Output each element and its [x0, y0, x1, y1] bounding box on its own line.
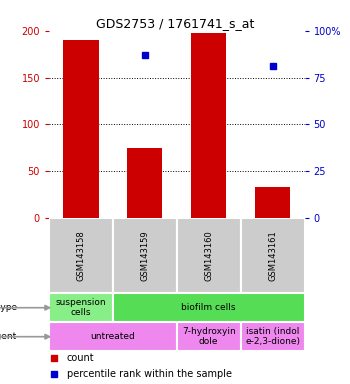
Bar	[49, 218, 113, 293]
Bar	[113, 218, 177, 293]
Bar	[127, 148, 162, 218]
Text: GSM143161: GSM143161	[268, 230, 277, 281]
Text: GDS2753 / 1761741_s_at: GDS2753 / 1761741_s_at	[96, 17, 254, 30]
Bar	[241, 322, 304, 351]
Bar	[49, 322, 177, 351]
Bar	[191, 33, 226, 218]
Text: GSM143159: GSM143159	[140, 230, 149, 281]
Bar	[177, 322, 241, 351]
Bar	[63, 40, 98, 218]
Bar	[241, 218, 304, 293]
Bar	[49, 293, 113, 322]
Text: GSM143160: GSM143160	[204, 230, 213, 281]
Bar	[177, 218, 241, 293]
Text: biofilm cells: biofilm cells	[181, 303, 236, 312]
Text: isatin (indol
e-2,3-dione): isatin (indol e-2,3-dione)	[245, 327, 300, 346]
Text: suspension
cells: suspension cells	[56, 298, 106, 318]
Bar	[113, 293, 304, 322]
Bar	[255, 187, 290, 218]
Text: count: count	[67, 353, 94, 362]
Text: untreated: untreated	[91, 332, 135, 341]
Text: agent: agent	[0, 332, 17, 341]
Text: cell type: cell type	[0, 303, 17, 312]
Text: percentile rank within the sample: percentile rank within the sample	[67, 369, 232, 379]
Text: GSM143158: GSM143158	[76, 230, 85, 281]
Text: 7-hydroxyin
dole: 7-hydroxyin dole	[182, 327, 236, 346]
